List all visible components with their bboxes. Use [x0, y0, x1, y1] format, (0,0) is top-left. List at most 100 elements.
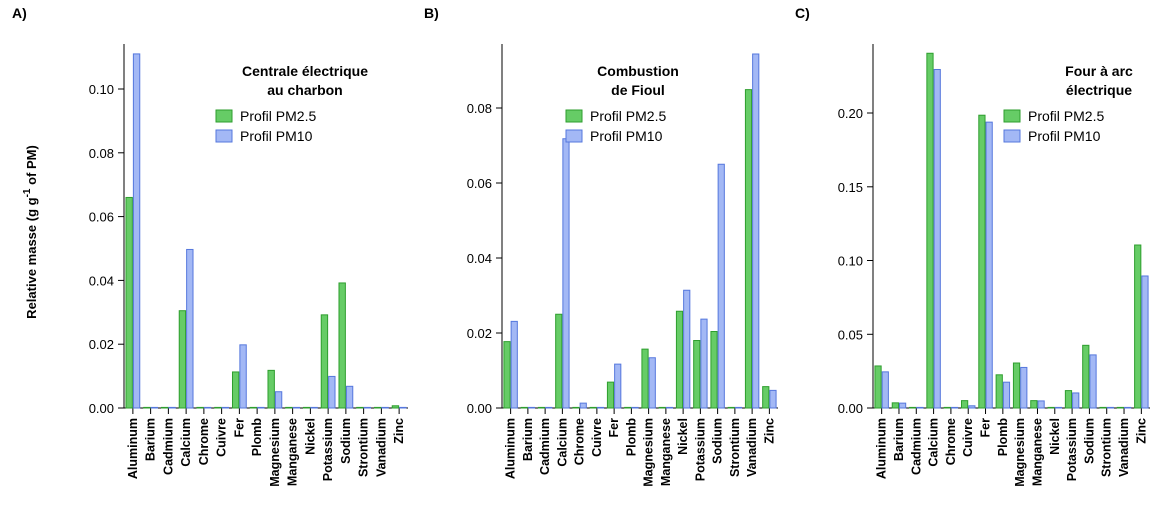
y-tick-label: 0.15 — [838, 180, 863, 195]
legend-entry: Profil PM10 — [240, 128, 313, 144]
bar-pm25-cuivre — [214, 406, 222, 409]
y-tick-label: 0.10 — [838, 254, 863, 269]
bar-pm10-sodium — [717, 163, 725, 409]
bar-pm10-potassium — [700, 318, 708, 409]
x-tick-label: Calcium — [179, 418, 193, 467]
bar-pm25-sodium — [710, 331, 718, 409]
bar-pm25-zinc — [1134, 244, 1142, 409]
x-tick-label: Potassium — [1065, 418, 1079, 481]
bar-pm10-manganese — [292, 406, 301, 409]
bar-pm10-vanadium — [1124, 406, 1132, 409]
x-tick-label: Plomb — [250, 418, 264, 457]
x-tick-label: Chrome — [197, 418, 211, 465]
x-tick-label: Barium — [521, 418, 535, 461]
bar-pm25-zinc — [391, 405, 400, 409]
x-tick-label: Cadmium — [909, 418, 923, 475]
bar-pm10-potassium — [328, 375, 336, 409]
y-tick-label: 0.04 — [89, 273, 114, 288]
legend-title-line: Combustion — [597, 63, 679, 79]
legend-entry: Profil PM2.5 — [1028, 108, 1104, 124]
x-tick-label: Cadmium — [161, 418, 175, 475]
bar-pm25-calcium — [555, 313, 563, 409]
x-tick-label: Chrome — [944, 418, 958, 465]
bar-pm25-strontium — [1099, 406, 1107, 409]
x-tick-label: Vanadium — [374, 418, 388, 477]
x-tick-label: Nickel — [303, 418, 317, 455]
y-tick-label: 0.04 — [467, 251, 492, 266]
x-tick-label: Cadmium — [538, 418, 552, 475]
bar-pm10-cuivre — [221, 406, 230, 409]
legend-swatch — [215, 129, 233, 143]
x-tick-label: Calcium — [927, 418, 941, 467]
bar-pm10-strontium — [1106, 406, 1114, 409]
x-tick-label: Chrome — [573, 418, 587, 465]
legend-swatch — [1003, 109, 1021, 123]
bar-pm10-nickel — [310, 406, 318, 409]
bar-pm25-potassium — [320, 314, 329, 409]
x-tick-label: Barium — [144, 418, 158, 461]
x-tick-label: Strontium — [1100, 418, 1114, 477]
bar-pm10-aluminum — [132, 53, 141, 409]
bar-pm25-calcium — [178, 310, 187, 409]
bar-pm25-fer — [606, 381, 615, 409]
y-tick-label: 0.00 — [89, 401, 114, 416]
bar-pm25-cadmium — [160, 406, 169, 409]
x-tick-label: Calcium — [555, 418, 569, 467]
x-tick-label: Cuivre — [961, 418, 975, 457]
bar-pm10-cuivre — [968, 405, 976, 409]
legend-entry: Profil PM10 — [1028, 128, 1101, 144]
y-axis-label-main: Relative masse (g g — [24, 197, 39, 318]
panel-label: A) — [12, 5, 27, 21]
x-tick-label: Magnesium — [642, 418, 656, 487]
bar-pm10-fer — [239, 344, 247, 409]
x-tick-label: Vanadium — [1117, 418, 1131, 477]
bar-pm25-nickel — [302, 406, 311, 409]
y-axis-label-superscript: -1 — [22, 188, 33, 197]
bar-pm25-chrome — [572, 406, 580, 409]
bar-pm25-strontium — [356, 406, 364, 409]
bar-pm25-cuivre — [589, 406, 597, 409]
legend-swatch — [565, 129, 583, 143]
x-tick-label: Cuivre — [590, 418, 604, 457]
bar-pm10-strontium — [734, 406, 743, 409]
bar-pm10-magnesium — [648, 357, 656, 409]
x-tick-label: Aluminum — [126, 418, 140, 479]
y-axis-label-unit: of PM) — [24, 145, 39, 188]
bar-pm10-barium — [150, 406, 159, 409]
chart-panel-3: C) 0.00 0.05 0.10 0.15 0.20 Aluminum Barium Cadm… — [795, 5, 1150, 487]
legend-title-line: Centrale électrique — [242, 63, 368, 79]
x-tick-label: Fer — [607, 418, 621, 438]
x-tick-label: Magnesium — [268, 418, 282, 487]
bar-pm25-fer — [978, 114, 986, 409]
bar-pm10-aluminum — [881, 371, 889, 409]
bar-pm25-zinc — [762, 386, 770, 409]
bar-pm25-chrome — [943, 406, 951, 409]
bar-pm25-chrome — [196, 406, 204, 409]
bar-pm10-cadmium — [916, 406, 924, 409]
bar-pm10-calcium — [933, 68, 941, 409]
y-tick-label: 0.05 — [838, 327, 863, 342]
bar-pm25-fer — [231, 371, 240, 409]
legend-entry: Profil PM2.5 — [590, 108, 666, 124]
bar-pm10-cadmium — [545, 406, 553, 409]
x-tick-label: Plomb — [996, 418, 1010, 457]
bar-pm25-strontium — [727, 406, 735, 409]
bar-pm10-barium — [898, 402, 907, 409]
bar-pm10-chrome — [203, 406, 212, 409]
x-tick-label: Potassium — [693, 418, 707, 481]
y-tick-label: 0.08 — [89, 146, 114, 161]
x-tick-label: Aluminum — [875, 418, 889, 479]
bar-pm10-barium — [527, 406, 536, 409]
bar-pm10-potassium — [1072, 392, 1080, 409]
x-tick-label: Vanadium — [745, 418, 759, 477]
bar-pm25-cadmium — [537, 406, 546, 409]
y-tick-label: 0.06 — [89, 210, 114, 225]
bar-pm25-plomb — [624, 406, 632, 409]
bar-pm25-magnesium — [641, 348, 649, 409]
bar-pm25-barium — [891, 402, 899, 409]
bar-pm25-vanadium — [373, 406, 382, 409]
y-tick-label: 0.00 — [838, 401, 863, 416]
x-tick-label: Magnesium — [1013, 418, 1027, 487]
bar-pm10-chrome — [579, 402, 587, 409]
